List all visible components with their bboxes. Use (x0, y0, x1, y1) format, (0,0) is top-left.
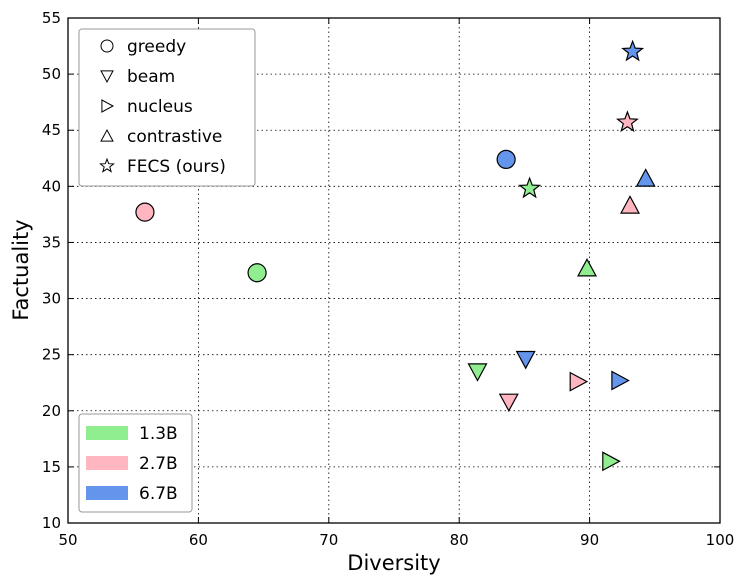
y-tick-label: 50 (42, 65, 61, 83)
y-tick-label: 55 (42, 9, 61, 27)
plot-area-frame (67, 17, 721, 524)
y-tick-labels: 10 15 20 25 30 35 40 45 50 55 (42, 9, 61, 532)
color-legend-label: 1.3B (139, 424, 178, 444)
point-greedy-2-7b (135, 202, 155, 222)
marker-legend-label: greedy (127, 37, 186, 57)
x-tick-label: 50 (58, 531, 77, 549)
color-legend: 1.3B 2.7B 6.7B (78, 413, 193, 513)
point-beam-1-3b (467, 363, 488, 382)
point-contrastive-6-7b (635, 168, 656, 187)
point-nucleus-6-7b (611, 370, 630, 391)
point-nucleus-2-7b (569, 371, 589, 392)
marker-legend-label: beam (127, 67, 175, 87)
x-tick-label: 100 (706, 531, 735, 549)
x-tick-labels: 50 60 70 80 90 100 (58, 531, 734, 549)
color-legend-label: 6.7B (139, 484, 178, 504)
point-fecs-1-3b (518, 176, 542, 199)
y-tick-label: 30 (42, 290, 61, 308)
y-tick-label: 15 (42, 458, 61, 476)
marker-legend-label: contrastive (127, 127, 222, 147)
legend-star-icon (99, 157, 115, 173)
marker-legend: greedy beam nucleus contrastive FECS (ours) (78, 28, 256, 187)
legend-circle-icon (100, 39, 114, 53)
point-fecs-6-7b (621, 39, 645, 62)
x-axis-label: Diversity (347, 551, 440, 575)
y-tick-label: 10 (42, 514, 61, 532)
y-tick-label: 45 (42, 121, 61, 139)
point-greedy-1-3b (247, 263, 267, 283)
point-greedy-6-7b (496, 149, 516, 169)
x-tick-label: 70 (319, 531, 338, 549)
data-points (135, 39, 656, 472)
legend-triangle-down-icon (100, 70, 114, 84)
y-tick-label: 40 (42, 177, 61, 195)
legend-triangle-right-icon (101, 99, 115, 113)
x-tick-label: 80 (450, 531, 469, 549)
legend-swatch-1-3B (86, 426, 128, 440)
point-contrastive-1-3b (576, 258, 598, 277)
point-contrastive-2-7b (619, 195, 641, 214)
legend-swatch-2-7B (86, 456, 128, 470)
y-axis-label: Factuality (9, 219, 33, 320)
legend-triangle-up-icon (100, 128, 114, 142)
point-beam-2-7b (498, 393, 519, 413)
legend-swatch-6-7B (86, 486, 128, 500)
point-fecs-2-7b (615, 110, 639, 133)
point-beam-6-7b (515, 350, 536, 370)
x-tick-label: 90 (580, 531, 599, 549)
marker-legend-label: nucleus (127, 97, 193, 117)
y-tick-label: 25 (42, 346, 61, 364)
point-nucleus-1-3b (602, 451, 621, 472)
marker-legend-label: FECS (ours) (127, 157, 226, 177)
y-tick-label: 35 (42, 233, 61, 251)
x-tick-label: 60 (189, 531, 208, 549)
color-legend-label: 2.7B (139, 454, 178, 474)
y-tick-label: 20 (42, 402, 61, 420)
marker-legend-box (78, 28, 256, 187)
